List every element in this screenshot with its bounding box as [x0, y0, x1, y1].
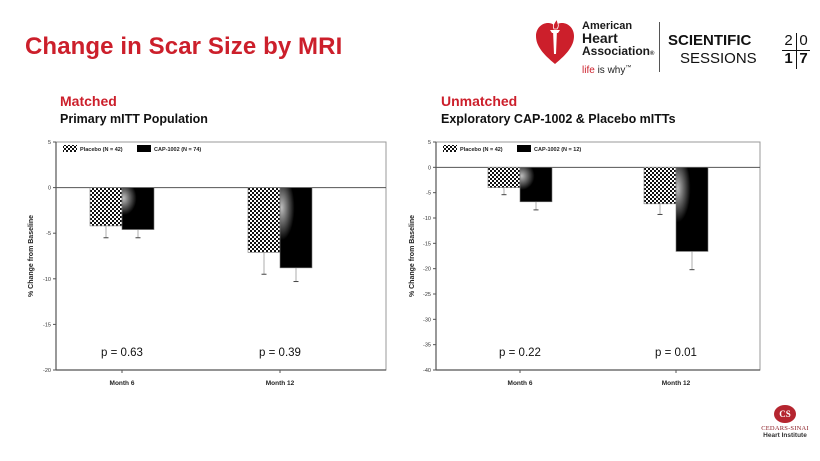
- year-digit: 7: [799, 50, 808, 67]
- legend-swatch: [517, 145, 531, 152]
- legend-swatch: [63, 145, 77, 152]
- aha-wordmark: American Heart Association®: [582, 20, 654, 61]
- y-axis-label: % Change from Baseline: [28, 215, 35, 297]
- x-tick-label: Month 6: [110, 380, 135, 387]
- y-tick-label: 5: [428, 140, 431, 146]
- registered-mark: ®: [650, 51, 655, 57]
- aha-logo: American Heart Association® life is why™: [535, 14, 655, 80]
- section-subtitle-matched: Primary mITT Population: [60, 112, 208, 126]
- y-tick-label: -10: [43, 277, 51, 283]
- tagline-rest: is why: [594, 65, 626, 76]
- ss-sessions: SESSIONS: [680, 50, 757, 67]
- p-value-label: p = 0.22: [499, 347, 541, 359]
- y-tick-label: -20: [43, 368, 51, 374]
- section-subtitle-unmatched: Exploratory CAP-1002 & Placebo mITTs: [441, 112, 676, 126]
- y-tick-label: -5: [426, 191, 431, 197]
- y-tick-label: -40: [423, 368, 431, 374]
- bar-cap1002: [675, 167, 709, 252]
- slide-title: Change in Scar Size by MRI: [25, 33, 343, 60]
- x-tick-label: Month 6: [508, 380, 533, 387]
- y-tick-label: -20: [423, 267, 431, 273]
- y-tick-label: -10: [423, 216, 431, 222]
- y-axis-label: % Change from Baseline: [409, 215, 416, 297]
- p-value-label: p = 0.63: [101, 347, 143, 359]
- plot-frame: [435, 141, 761, 371]
- legend-label: Placebo (N = 42): [460, 147, 503, 153]
- x-tick-label: Month 12: [662, 380, 691, 387]
- y-tick-label: -35: [423, 343, 431, 349]
- year-digit: 1: [784, 50, 793, 67]
- bar-placebo: [89, 187, 123, 227]
- aha-line2: Heart: [582, 30, 618, 46]
- legend-label: Placebo (N = 42): [80, 147, 123, 153]
- y-tick-label: 0: [428, 165, 431, 171]
- y-tick-label: -15: [423, 241, 431, 247]
- trademark-mark: ™: [625, 65, 632, 71]
- bar-cap1002: [121, 187, 155, 230]
- section-title-matched: Matched: [60, 93, 117, 109]
- plot-frame: [55, 141, 387, 371]
- y-tick-label: 5: [48, 140, 51, 146]
- year-vline: [796, 33, 797, 69]
- cs-monogram: CS: [774, 405, 796, 423]
- x-tick-label: Month 12: [266, 380, 295, 387]
- heart-torch-icon: [536, 18, 574, 64]
- aha-line3: Association: [582, 44, 651, 58]
- aha-tagline: life is why™: [582, 65, 631, 76]
- p-value-label: p = 0.01: [655, 347, 697, 359]
- logo-divider: [659, 22, 660, 72]
- bar-cap1002: [519, 167, 553, 203]
- y-tick-label: -30: [423, 317, 431, 323]
- scientific-sessions-logo: SCIENTIFIC SESSIONS 2 0 1 7: [668, 32, 818, 72]
- chart-unmatched: 5 0 -5 -10 -15 -20 -25 -30 -35 -40 % Change from B…: [409, 140, 761, 387]
- aha-line1: American: [582, 20, 633, 32]
- y-tick-label: 0: [48, 186, 51, 192]
- bar-placebo: [487, 167, 521, 188]
- legend-swatch: [443, 145, 457, 152]
- y-tick-label: -15: [43, 322, 51, 328]
- year-digit: 2: [784, 32, 793, 49]
- y-tick-label: -5: [46, 231, 51, 237]
- cs-name: CEDARS-SINAI: [761, 425, 809, 432]
- y-tick-label: -25: [423, 292, 431, 298]
- legend-label: CAP-1002 (N = 12): [534, 147, 581, 153]
- bar-cap1002: [279, 187, 313, 269]
- bar-placebo: [643, 167, 677, 205]
- cedars-sinai-logo: CS CEDARS-SINAI Heart Institute: [755, 405, 815, 455]
- bar-placebo: [247, 187, 281, 253]
- chart-matched: 5 0 -5 -10 -15 -20 % Change from Baseline Month…: [28, 140, 387, 387]
- legend-swatch: [137, 145, 151, 152]
- cs-institute: Heart Institute: [763, 432, 807, 439]
- p-value-label: p = 0.39: [259, 347, 301, 359]
- legend-label: CAP-1002 (N = 74): [154, 147, 201, 153]
- year-digit: 0: [799, 32, 808, 49]
- ss-year: 2 0 1 7: [782, 32, 812, 70]
- ss-scientific: SCIENTIFIC: [668, 32, 752, 49]
- tagline-life: life: [582, 65, 595, 76]
- section-title-unmatched: Unmatched: [441, 93, 518, 109]
